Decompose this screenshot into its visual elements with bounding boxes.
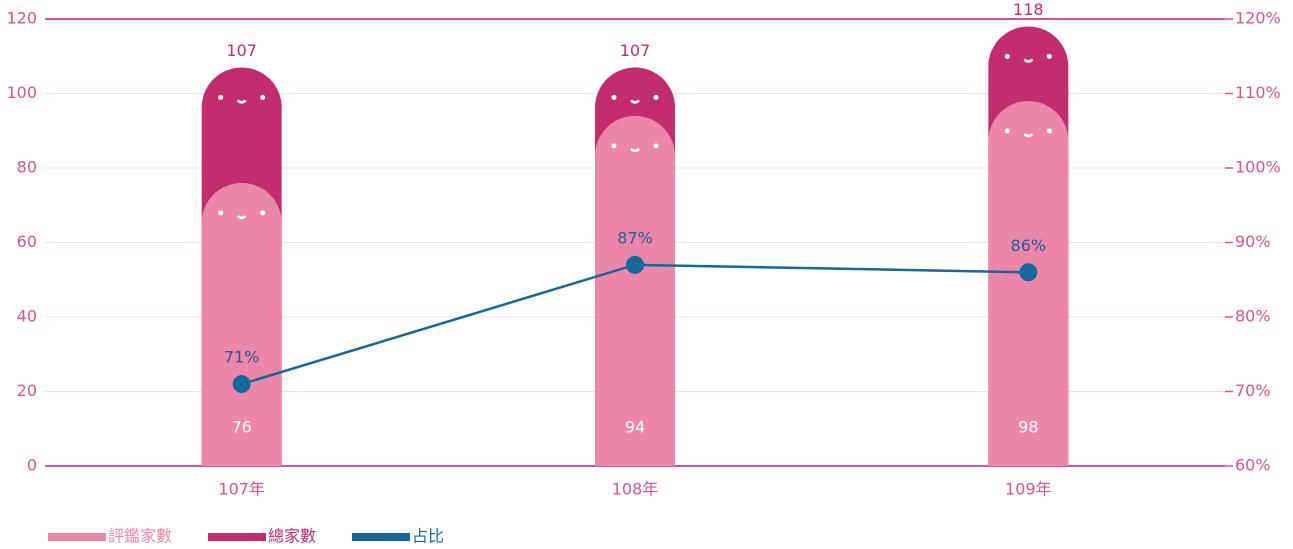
line-value-label: 87% xyxy=(617,228,653,247)
face-mouth xyxy=(630,147,640,153)
bar xyxy=(595,115,675,466)
face-eye xyxy=(218,94,224,100)
legend-swatch xyxy=(352,533,411,541)
y-tick-label: 120 xyxy=(6,9,37,28)
y-tick-label: 60 xyxy=(17,232,37,251)
legend-label: 評鑑家數 xyxy=(108,527,172,546)
line-point xyxy=(1019,263,1038,282)
y2-tick-label: 60% xyxy=(1235,456,1271,475)
y-tick-label: 80 xyxy=(17,158,37,177)
y2-tick-label: 120% xyxy=(1235,9,1281,28)
y2-tick-label: 100% xyxy=(1235,158,1281,177)
legend-label: 占比 xyxy=(412,527,444,546)
line-value-label: 71% xyxy=(224,348,260,367)
bar xyxy=(988,100,1069,466)
face-eye xyxy=(218,210,224,216)
face-eye xyxy=(260,210,266,216)
bar-value-label: 98 xyxy=(1018,418,1038,437)
line-value-label: 86% xyxy=(1011,236,1047,255)
line-point xyxy=(626,255,644,274)
face-eye xyxy=(260,94,266,100)
x-tick-label: 108年 xyxy=(612,480,659,499)
y2-tick-label: 90% xyxy=(1235,232,1271,251)
face-eye xyxy=(611,143,617,149)
face-mouth xyxy=(1023,58,1034,63)
face-mouth xyxy=(1023,133,1034,138)
face-mouth xyxy=(236,99,247,104)
face-mouth xyxy=(630,99,640,104)
y-tick-label: 40 xyxy=(17,307,37,326)
x-tick-label: 109年 xyxy=(1005,480,1052,499)
face-eye xyxy=(1046,128,1052,134)
legend-swatch xyxy=(208,533,267,541)
face-eye xyxy=(653,143,659,149)
y-tick-label: 20 xyxy=(17,381,37,400)
face-mouth xyxy=(236,214,247,220)
bar-value-label: 76 xyxy=(231,418,251,437)
legend-label: 總家數 xyxy=(268,527,316,546)
y2-tick-label: 70% xyxy=(1235,381,1271,400)
y-tick-label: 0 xyxy=(27,456,37,475)
face-eye xyxy=(1004,53,1010,59)
y2-tick-label: 110% xyxy=(1235,83,1281,102)
face-eye xyxy=(653,94,659,100)
x-tick-label: 107年 xyxy=(218,480,265,499)
y-tick-label: 100 xyxy=(6,83,37,102)
legend-swatch xyxy=(48,533,106,541)
bar-value-label: 118 xyxy=(1013,0,1044,19)
bar-value-label: 107 xyxy=(226,41,257,60)
face-eye xyxy=(1046,53,1052,59)
bar-value-label: 107 xyxy=(620,41,651,60)
bar-value-label: 94 xyxy=(625,418,645,437)
line-point xyxy=(232,375,251,394)
bar xyxy=(201,182,282,466)
y2-tick-label: 80% xyxy=(1235,307,1271,326)
face-eye xyxy=(1004,128,1010,134)
face-eye xyxy=(611,94,617,100)
